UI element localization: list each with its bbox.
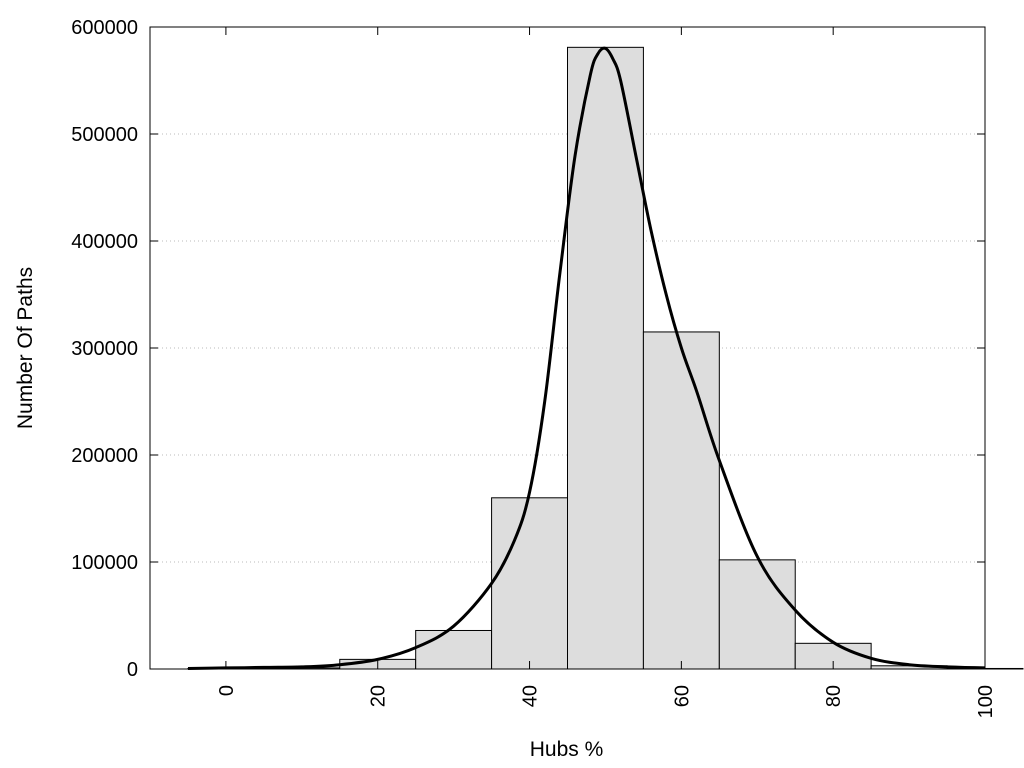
histogram-bar <box>415 629 493 670</box>
histogram-bar <box>718 559 796 670</box>
y-tick-label: 600000 <box>71 17 138 39</box>
x-tick-label: 60 <box>671 685 693 707</box>
histogram-bar <box>491 497 568 670</box>
y-tick-label: 0 <box>127 659 138 681</box>
x-axis-ticks: 0 20 40 60 80 100 <box>216 27 997 718</box>
fitted-curve <box>187 46 986 670</box>
y-tick-label: 100000 <box>71 552 138 574</box>
y-tick-label: 300000 <box>71 338 138 360</box>
x-axis-label: Hubs % <box>530 738 604 761</box>
histogram-bars <box>187 46 1024 670</box>
y-axis-label: Number Of Paths <box>14 267 37 429</box>
histogram-bar <box>567 46 644 670</box>
histogram-bar <box>642 331 720 670</box>
x-tick-label: 0 <box>216 685 238 696</box>
y-tick-label: 500000 <box>71 124 138 146</box>
fitted-curve-layer <box>187 46 986 670</box>
y-axis-ticks: 0 100000 200000 300000 400000 500000 600000 <box>71 17 985 681</box>
x-tick-label: 100 <box>975 685 997 718</box>
x-tick-label: 80 <box>823 685 845 707</box>
y-tick-label: 200000 <box>71 445 138 467</box>
x-tick-label: 40 <box>520 685 542 707</box>
y-tick-label: 400000 <box>71 231 138 253</box>
x-tick-label: 20 <box>368 685 390 707</box>
